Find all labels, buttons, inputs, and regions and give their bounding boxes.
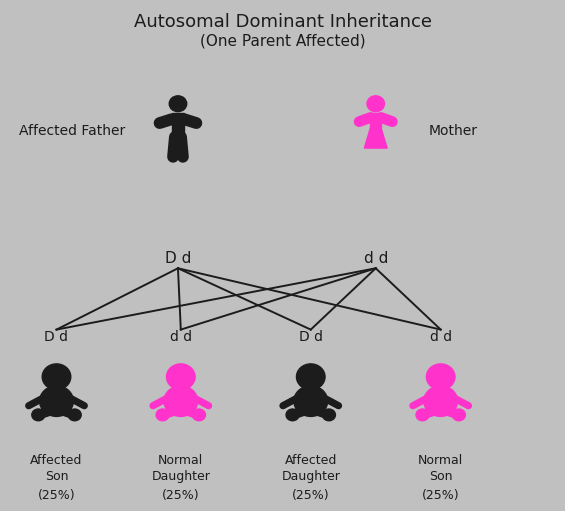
Text: d d: d d (170, 330, 192, 344)
FancyBboxPatch shape (172, 113, 184, 137)
Circle shape (156, 409, 169, 421)
Circle shape (42, 364, 71, 390)
Text: d d: d d (363, 250, 388, 266)
Circle shape (68, 409, 81, 421)
Circle shape (40, 386, 73, 416)
Circle shape (32, 409, 45, 421)
Text: D d: D d (45, 330, 68, 344)
Circle shape (367, 96, 385, 111)
Text: D d: D d (165, 250, 191, 266)
Text: (25%): (25%) (292, 490, 329, 502)
Text: D d: D d (299, 330, 323, 344)
Polygon shape (364, 127, 387, 148)
Text: Normal
Daughter: Normal Daughter (151, 454, 210, 483)
Text: Affected Father: Affected Father (19, 125, 125, 138)
Circle shape (193, 409, 206, 421)
Text: (One Parent Affected): (One Parent Affected) (199, 33, 366, 48)
Circle shape (424, 386, 458, 416)
Circle shape (323, 409, 336, 421)
Text: (25%): (25%) (38, 490, 75, 502)
Circle shape (453, 409, 466, 421)
Text: (25%): (25%) (162, 490, 199, 502)
Text: Affected
Daughter: Affected Daughter (281, 454, 340, 483)
Circle shape (416, 409, 429, 421)
Text: Mother: Mother (428, 125, 477, 138)
Circle shape (167, 364, 195, 390)
Text: (25%): (25%) (422, 490, 459, 502)
Text: d d: d d (429, 330, 452, 344)
Circle shape (427, 364, 455, 390)
Circle shape (294, 386, 328, 416)
Text: Autosomal Dominant Inheritance: Autosomal Dominant Inheritance (133, 13, 432, 31)
Text: Normal
Son: Normal Son (418, 454, 463, 483)
Circle shape (286, 409, 299, 421)
FancyBboxPatch shape (371, 113, 381, 127)
Circle shape (164, 386, 198, 416)
Circle shape (170, 96, 186, 111)
Text: Affected
Son: Affected Son (31, 454, 82, 483)
Circle shape (297, 364, 325, 390)
